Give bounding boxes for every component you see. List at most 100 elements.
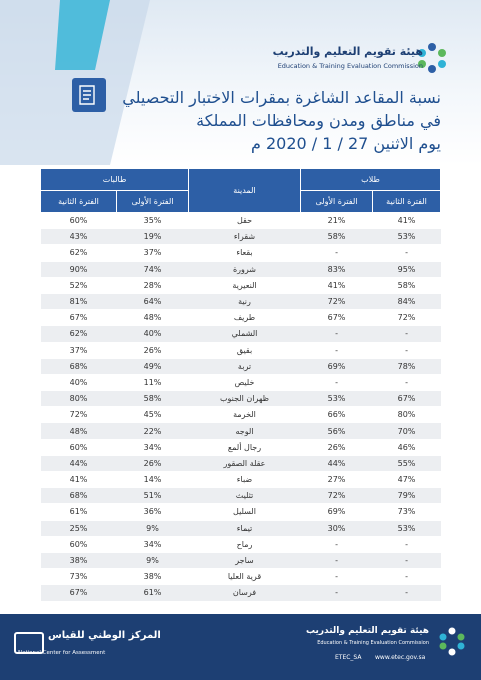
percent-cell: 49% [116, 358, 189, 375]
percent-cell: 41% [300, 277, 373, 294]
percent-cell: - [300, 552, 373, 570]
city-header: المدينة [188, 168, 301, 213]
city-cell: قرية العليا [188, 568, 301, 586]
percent-cell: 72% [372, 309, 441, 327]
percent-cell: 38% [40, 552, 117, 570]
subheader: الفترة الأولى [116, 190, 189, 213]
percent-cell: 81% [40, 293, 117, 311]
percent-cell: 40% [40, 374, 117, 392]
percent-cell: 73% [372, 503, 441, 521]
percent-cell: 46% [372, 439, 441, 456]
header: هيئة تقويم التعليم والتدريب Education & … [0, 0, 481, 165]
social-handle: ETEC_SA [335, 654, 362, 661]
table-row: - - فرسان 61% 67% [40, 584, 441, 602]
subheader: الفترة الأولى [299, 190, 374, 213]
header-art [0, 0, 446, 165]
percent-cell: 72% [300, 487, 373, 505]
table-row: 72% 67% طريف 48% 67% [40, 309, 441, 327]
table-row: 46% 26% رجال ألمع 34% 60% [40, 439, 441, 456]
table-row: 84% 72% رنية 64% 81% [40, 293, 441, 311]
city-cell: تثليث [188, 487, 301, 505]
percent-cell: 69% [300, 358, 373, 375]
table-row: - - خليص 11% 40% [40, 374, 441, 392]
org-name-en: Education & Training Evaluation Commissi… [317, 640, 429, 646]
nca-name-en: National Center for Assessment [18, 650, 106, 656]
table-row: - - الشملي 40% 62% [40, 325, 441, 343]
subheader: الفترة الثانية [40, 190, 117, 213]
percent-cell: 44% [300, 455, 373, 473]
percent-cell: 62% [40, 325, 117, 343]
percent-cell: - [372, 552, 441, 570]
percent-cell: 61% [40, 503, 117, 521]
percent-cell: 67% [40, 584, 117, 602]
city-cell: شرورة [188, 261, 301, 278]
percent-cell: 70% [372, 422, 441, 440]
percent-cell: 58% [372, 277, 441, 294]
city-cell: الوجه [188, 422, 301, 440]
percent-cell: 34% [116, 536, 189, 553]
percent-cell: 73% [40, 568, 117, 586]
percent-cell: 11% [116, 374, 189, 392]
percent-cell: 36% [116, 503, 189, 521]
nca-logo [14, 632, 44, 654]
table-row: - - قرية العليا 38% 73% [40, 568, 441, 586]
percent-cell: 80% [372, 406, 441, 424]
percent-cell: 28% [116, 277, 189, 294]
table-row: - - بقعاء 37% 62% [40, 244, 441, 262]
org-name-en: Education & Training Evaluation Commissi… [277, 62, 423, 70]
percent-cell: 26% [116, 342, 189, 359]
website: www.etec.gov.sa [375, 654, 426, 661]
percent-cell: 90% [40, 261, 117, 278]
percent-cell: 72% [40, 406, 117, 424]
percent-cell: 53% [300, 390, 373, 408]
percent-cell: 51% [116, 487, 189, 505]
percent-cell: 61% [116, 584, 189, 602]
percent-cell: 80% [40, 390, 117, 408]
table-row: 79% 72% تثليث 51% 68% [40, 487, 441, 505]
title-line: في مناطق ومدن ومحافظات المملكة [196, 111, 441, 130]
table-row: - - بقيق 26% 37% [40, 342, 441, 359]
percent-cell: 60% [40, 536, 117, 553]
city-cell: ظهران الجنوب [188, 390, 301, 408]
percent-cell: 34% [116, 439, 189, 456]
percent-cell: 48% [116, 309, 189, 327]
percent-cell: 37% [40, 342, 117, 359]
city-cell: عقلة الصقور [188, 455, 301, 473]
percent-cell: 64% [116, 293, 189, 311]
city-cell: النعيرية [188, 277, 301, 294]
percent-cell: 67% [300, 309, 373, 327]
city-cell: رجال ألمع [188, 439, 301, 456]
table-row: 41% 21% حقل 35% 60% [40, 212, 441, 230]
percent-cell: 84% [372, 293, 441, 311]
subheader: الفترة الثانية [372, 190, 442, 213]
percent-cell: 27% [300, 471, 373, 489]
percent-cell: 40% [116, 325, 189, 343]
city-cell: ساجر [188, 552, 301, 570]
percent-cell: 78% [372, 358, 441, 375]
percent-cell: 69% [300, 503, 373, 521]
city-cell: شقراء [188, 228, 301, 246]
footer-logo [439, 627, 465, 656]
percent-cell: 58% [116, 390, 189, 408]
org-name-ar: هيئة تقويم التعليم والتدريب [305, 626, 429, 636]
percent-cell: 72% [300, 293, 373, 311]
city-cell: تيماء [188, 520, 301, 537]
percent-cell: - [372, 325, 441, 343]
nca-name-ar: المركز الوطني للقياس [48, 630, 161, 641]
percent-cell: 38% [116, 568, 189, 586]
percent-cell: - [372, 536, 441, 553]
percent-cell: 79% [372, 487, 441, 505]
city-cell: طريف [188, 309, 301, 327]
table-row: 53% 58% شقراء 19% 43% [40, 228, 441, 246]
percent-cell: - [300, 342, 373, 359]
percent-cell: 9% [116, 552, 189, 570]
city-cell: رماح [188, 536, 301, 553]
percent-cell: 37% [116, 244, 189, 262]
subheader-row: الفترة الثانية الفترة الأولى الفترة الأو… [40, 190, 442, 213]
percent-cell: 9% [116, 520, 189, 537]
city-cell: الشملي [188, 325, 301, 343]
percent-cell: 67% [372, 390, 441, 408]
city-cell: بقعاء [188, 244, 301, 262]
table-row: - - ساجر 9% 38% [40, 552, 441, 570]
group-header: طالبات [40, 168, 189, 191]
